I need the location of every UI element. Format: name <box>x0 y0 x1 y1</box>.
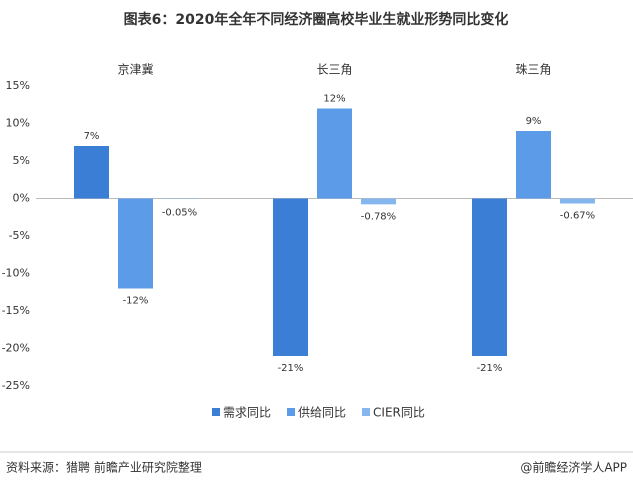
value-label: -0.05% <box>162 208 197 219</box>
category-label: 珠三角 <box>515 63 551 77</box>
bar <box>361 198 396 205</box>
bar <box>273 198 308 356</box>
legend-swatch <box>212 408 220 416</box>
y-tick-label: -25% <box>2 379 30 392</box>
category-label: 京津冀 <box>117 63 153 77</box>
y-tick-label: -5% <box>9 229 30 242</box>
legend-label: 供给同比 <box>298 406 346 420</box>
y-tick-label: 5% <box>13 154 30 167</box>
bar <box>74 146 109 199</box>
value-label: -21% <box>278 363 304 374</box>
bar <box>472 198 507 356</box>
legend-label: CIER同比 <box>373 406 425 420</box>
bar <box>560 198 595 204</box>
y-tick-label: -10% <box>2 267 30 280</box>
value-label: -0.67% <box>560 211 595 222</box>
source: 资料来源：猎聘 前瞻产业研究院整理 <box>6 460 202 475</box>
value-label: -0.78% <box>361 211 396 222</box>
value-label: -21% <box>477 363 503 374</box>
value-label: 7% <box>84 131 100 142</box>
y-tick-label: 10% <box>6 117 30 130</box>
legend-swatch <box>287 408 296 416</box>
y-tick-label: -20% <box>2 342 30 355</box>
bar <box>118 198 153 289</box>
legend-label: 需求同比 <box>223 406 271 420</box>
chart-title: 图表6：2020年全年不同经济圈高校毕业生就业形势同比变化 <box>124 11 509 28</box>
y-tick-label: -15% <box>2 304 30 317</box>
y-tick-label: 0% <box>13 192 30 205</box>
value-label: -12% <box>123 296 149 307</box>
value-label: 12% <box>323 94 345 105</box>
bar <box>317 108 352 199</box>
bar <box>516 131 551 199</box>
credit: @前瞻经济学人APP <box>520 460 627 475</box>
legend-swatch <box>362 408 371 416</box>
y-tick-label: 15% <box>6 79 30 92</box>
category-label: 长三角 <box>316 63 352 77</box>
value-label: 9% <box>526 116 542 127</box>
